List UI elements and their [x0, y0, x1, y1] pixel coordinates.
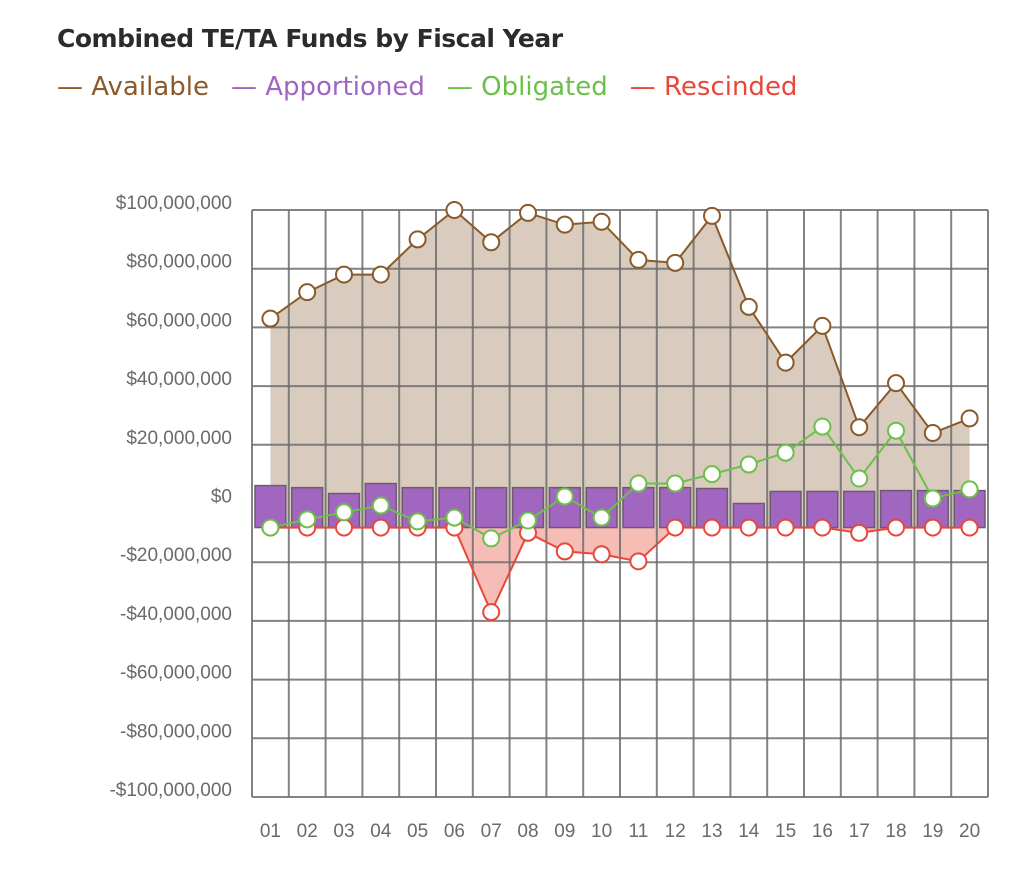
obligated-point — [261, 518, 280, 537]
rescinded-point — [371, 518, 390, 537]
available-point — [850, 418, 869, 437]
x-tick-label: 10 — [591, 821, 612, 842]
x-tick-label: 19 — [922, 821, 943, 842]
x-tick-label: 16 — [812, 821, 833, 842]
rescinded-point — [960, 518, 979, 537]
rescinded-point — [850, 523, 869, 542]
obligated-point — [335, 503, 353, 522]
y-tick-label: -$80,000,000 — [120, 721, 232, 742]
obligated-point — [371, 496, 390, 515]
available-point — [445, 201, 464, 219]
x-tick-label: 15 — [775, 821, 796, 842]
x-tick-label: 12 — [665, 821, 686, 842]
rescinded-point — [335, 518, 353, 537]
y-tick-label: $60,000,000 — [126, 310, 232, 331]
y-tick-label: -$40,000,000 — [120, 604, 232, 625]
y-tick-label: $20,000,000 — [126, 428, 232, 449]
y-tick-label: -$20,000,000 — [120, 545, 232, 566]
rescinded-point — [739, 518, 758, 537]
x-tick-label: 04 — [370, 821, 392, 842]
available-point — [923, 424, 942, 443]
obligated-point — [960, 480, 979, 499]
legend-available: — Available — [57, 72, 209, 102]
x-tick-label: 03 — [333, 821, 354, 842]
available-point — [408, 230, 427, 249]
obligated-point — [408, 512, 427, 531]
rescinded-point — [923, 518, 942, 537]
x-tick-label: 01 — [260, 821, 281, 842]
obligated-point — [592, 508, 611, 527]
legend: — Available — Apportioned — Obligated — … — [57, 72, 797, 102]
rescinded-point — [482, 603, 501, 622]
available-point — [776, 353, 795, 372]
rescinded-point — [813, 518, 832, 537]
available-point — [519, 203, 537, 222]
x-tick-label: 20 — [959, 821, 980, 842]
obligated-point — [298, 510, 317, 529]
available-point — [335, 265, 353, 284]
x-tick-label: 02 — [297, 821, 318, 842]
legend-rescinded: — Rescinded — [629, 72, 798, 102]
rescinded-point — [887, 518, 905, 537]
obligated-point — [850, 469, 869, 488]
y-tick-label: -$60,000,000 — [120, 663, 232, 684]
chart-title: Combined TE/TA Funds by Fiscal Year — [57, 24, 563, 53]
available-point — [482, 233, 501, 252]
obligated-point — [739, 455, 758, 474]
apportioned-bar — [843, 490, 876, 529]
available-point — [261, 309, 280, 328]
obligated-point — [813, 417, 832, 436]
rescinded-point — [666, 518, 685, 537]
apportioned-bar — [475, 486, 508, 529]
obligated-point — [482, 529, 501, 548]
y-tick-label: -$100,000,000 — [109, 780, 232, 801]
obligated-point — [629, 474, 648, 493]
x-tick-label: 05 — [407, 821, 428, 842]
x-tick-label: 13 — [701, 821, 722, 842]
x-tick-label: 11 — [629, 821, 649, 842]
obligated-point — [555, 487, 574, 506]
x-tick-label: 09 — [554, 821, 575, 842]
obligated-point — [776, 443, 795, 462]
x-tick-label: 17 — [849, 821, 870, 842]
available-point — [555, 215, 574, 234]
obligated-point — [519, 511, 537, 530]
x-tick-label: 07 — [481, 821, 502, 842]
obligated-point — [923, 489, 942, 508]
x-tick-label: 14 — [738, 821, 760, 842]
apportioned-bar — [695, 487, 729, 529]
obligated-point — [887, 421, 905, 440]
available-point — [887, 374, 905, 393]
y-tick-label: $0 — [211, 487, 232, 508]
y-tick-label: $80,000,000 — [126, 252, 232, 273]
rescinded-point — [703, 518, 721, 537]
x-tick-label: 06 — [444, 821, 465, 842]
rescinded-point — [592, 545, 611, 564]
obligated-point — [666, 474, 685, 493]
rescinded-point — [555, 542, 574, 561]
obligated-point — [445, 508, 464, 527]
legend-apportioned: — Apportioned — [230, 72, 425, 102]
available-point — [298, 283, 317, 302]
rescinded-point — [629, 552, 648, 571]
x-tick-label: 08 — [517, 821, 538, 842]
available-point — [371, 265, 390, 284]
rescinded-point — [776, 518, 795, 537]
available-point — [813, 316, 832, 335]
x-tick-label: 18 — [885, 821, 906, 842]
available-point — [960, 409, 979, 428]
y-tick-label: $100,000,000 — [116, 193, 232, 214]
y-tick-label: $40,000,000 — [126, 369, 232, 390]
available-point — [666, 253, 685, 272]
obligated-point — [703, 465, 721, 484]
available-point — [629, 250, 648, 269]
available-point — [739, 297, 758, 316]
legend-obligated: — Obligated — [446, 72, 608, 102]
available-point — [703, 206, 721, 225]
available-point — [592, 212, 611, 231]
